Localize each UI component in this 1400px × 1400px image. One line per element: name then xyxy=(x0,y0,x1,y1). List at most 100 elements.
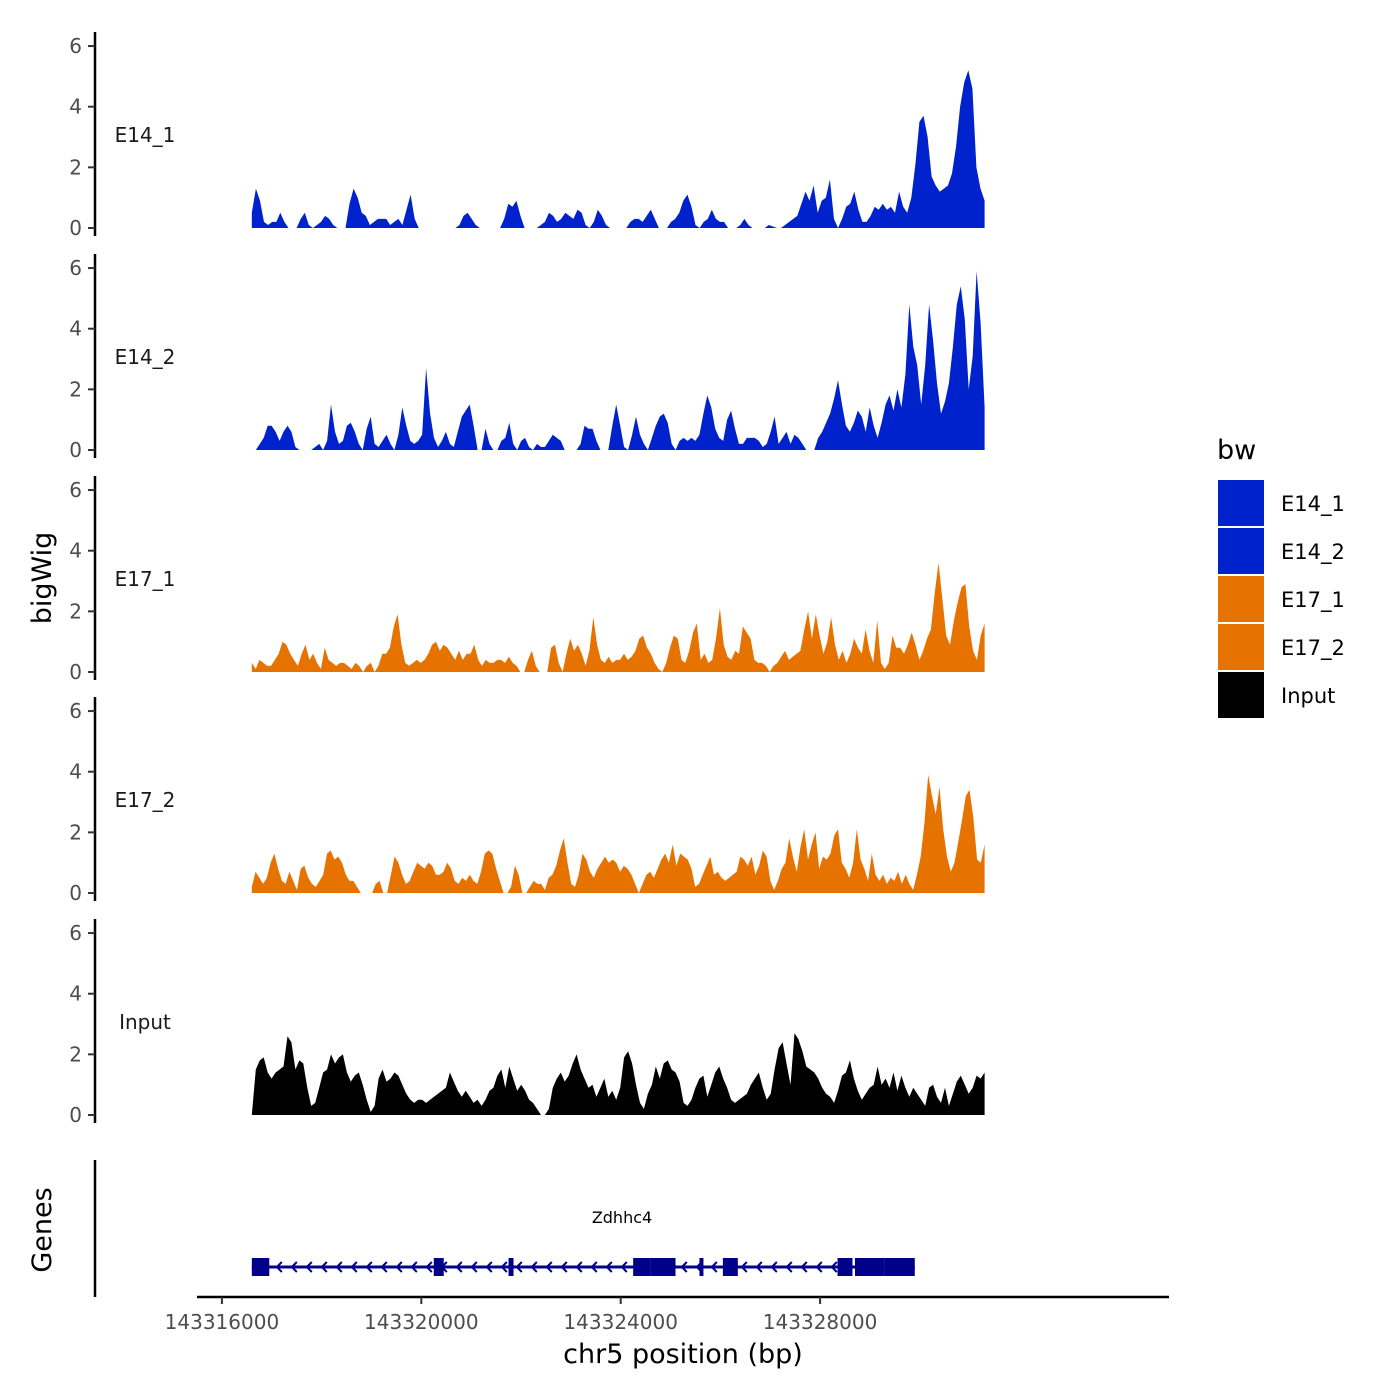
strand-arrow xyxy=(275,1261,283,1273)
strand-arrow xyxy=(710,1261,718,1273)
y-tick-label: 6 xyxy=(69,921,82,945)
strand-arrow xyxy=(320,1261,328,1273)
legend-swatch-e14-1 xyxy=(1218,480,1264,526)
legend-title: bw xyxy=(1217,435,1256,466)
y-tick-label: 4 xyxy=(69,539,82,563)
strand-arrow xyxy=(560,1261,568,1273)
gene-exon xyxy=(633,1258,651,1276)
y-axis-title: bigWig xyxy=(27,532,58,625)
y-tick-label: 0 xyxy=(69,881,82,905)
track-label-input: Input xyxy=(119,1010,171,1034)
legend-label-e17-1: E17_1 xyxy=(1281,588,1345,613)
track-e17-1: 0 2 4 6 E17_1 xyxy=(69,476,985,684)
track-label-e14-1: E14_1 xyxy=(115,123,176,147)
strand-arrow xyxy=(785,1261,793,1273)
track-label-e17-1: E17_1 xyxy=(115,567,176,591)
y-tick-label: 6 xyxy=(69,256,82,280)
strand-arrow xyxy=(740,1261,748,1273)
strand-arrow xyxy=(305,1261,313,1273)
strand-arrow xyxy=(410,1261,418,1273)
track-e14-1: 0 2 4 6 E14_1 xyxy=(69,32,985,240)
strand-arrow xyxy=(335,1261,343,1273)
y-tick-label: 2 xyxy=(69,155,82,179)
gene-exon xyxy=(854,1258,885,1276)
y-tick-label: 0 xyxy=(69,1103,82,1127)
y-tick-label: 2 xyxy=(69,820,82,844)
y-tick-label: 2 xyxy=(69,1042,82,1066)
x-tick-label: 143324000 xyxy=(563,1310,678,1334)
strand-arrow xyxy=(470,1261,478,1273)
track-e14-2: 0 2 4 6 E14_2 xyxy=(69,254,985,462)
coverage-area-e17-1 xyxy=(251,562,985,672)
strand-arrow xyxy=(365,1261,373,1273)
strand-arrow xyxy=(755,1261,763,1273)
legend-label-input: Input xyxy=(1281,684,1335,708)
gene-exon xyxy=(884,1258,915,1276)
legend-swatch-e14-2 xyxy=(1218,528,1264,574)
x-tick-label: 143316000 xyxy=(165,1310,280,1334)
coverage-area-input xyxy=(251,1033,985,1115)
strand-arrow xyxy=(425,1261,433,1273)
y-tick-label: 6 xyxy=(69,34,82,58)
legend-label-e14-1: E14_1 xyxy=(1281,492,1345,517)
track-input: 0 2 4 6 Input xyxy=(69,919,985,1127)
gene-exon xyxy=(433,1258,444,1276)
coverage-area-e17-2 xyxy=(251,774,985,893)
legend-swatch-e17-2 xyxy=(1218,624,1264,670)
strand-arrow xyxy=(455,1261,463,1273)
y-tick-label: 0 xyxy=(69,438,82,462)
strand-arrow xyxy=(530,1261,538,1273)
strand-arrow xyxy=(590,1261,598,1273)
gene-track-y-axis-title: Genes xyxy=(27,1187,58,1272)
y-tick-label: 4 xyxy=(69,982,82,1006)
strand-arrow xyxy=(800,1261,808,1273)
legend-label-e14-2: E14_2 xyxy=(1281,540,1345,565)
y-tick-label: 4 xyxy=(69,317,82,341)
y-tick-label: 2 xyxy=(69,599,82,623)
strand-arrow xyxy=(395,1261,403,1273)
legend-label-e17-2: E17_2 xyxy=(1281,636,1345,661)
strand-arrow xyxy=(680,1261,688,1273)
strand-arrow xyxy=(815,1261,823,1273)
y-tick-label: 0 xyxy=(69,660,82,684)
coverage-area-e14-2 xyxy=(251,271,985,450)
legend: bw E14_1 E14_2 E17_1 E17_2 Input xyxy=(1217,435,1345,718)
strand-arrow xyxy=(350,1261,358,1273)
strand-arrow xyxy=(575,1261,583,1273)
track-label-e17-2: E17_2 xyxy=(115,788,176,812)
y-tick-label: 2 xyxy=(69,377,82,401)
strand-arrow xyxy=(515,1261,523,1273)
gene-exon xyxy=(650,1258,676,1276)
track-e17-2: 0 2 4 6 E17_2 xyxy=(69,697,985,905)
strand-arrow xyxy=(500,1261,508,1273)
strand-arrow xyxy=(380,1261,388,1273)
x-tick-label: 143328000 xyxy=(763,1310,878,1334)
legend-swatch-input xyxy=(1218,672,1264,718)
y-tick-label: 4 xyxy=(69,95,82,119)
x-axis-title: chr5 position (bp) xyxy=(563,1339,803,1370)
coverage-area-e14-1 xyxy=(251,70,985,228)
strand-arrow xyxy=(620,1261,628,1273)
strand-arrow xyxy=(770,1261,778,1273)
gene-exon xyxy=(508,1258,514,1276)
x-axis: 143316000 143320000 143324000 143328000 xyxy=(165,1295,1169,1334)
strand-arrow xyxy=(290,1261,298,1273)
strand-arrow xyxy=(830,1261,838,1273)
x-tick-label: 143320000 xyxy=(364,1310,479,1334)
gene-exon xyxy=(722,1258,738,1276)
gene-exon xyxy=(251,1258,270,1276)
y-tick-label: 4 xyxy=(69,760,82,784)
track-label-e14-2: E14_2 xyxy=(115,345,176,369)
strand-arrow xyxy=(485,1261,493,1273)
gene-track-panel: Zdhhc4 xyxy=(93,1160,915,1297)
y-tick-label: 6 xyxy=(69,699,82,723)
strand-arrow xyxy=(605,1261,613,1273)
legend-swatch-e17-1 xyxy=(1218,576,1264,622)
strand-arrow xyxy=(545,1261,553,1273)
y-tick-label: 6 xyxy=(69,478,82,502)
coverage-tracks: 0 2 4 6 E14_1 0 2 4 6 E14_2 0 2 4 6 E17_1 0 2 4 6 E17_2 0 2 4 6… xyxy=(69,32,985,1127)
y-tick-label: 0 xyxy=(69,216,82,240)
gene-name-label: Zdhhc4 xyxy=(592,1208,652,1227)
gene-exon xyxy=(837,1258,853,1276)
